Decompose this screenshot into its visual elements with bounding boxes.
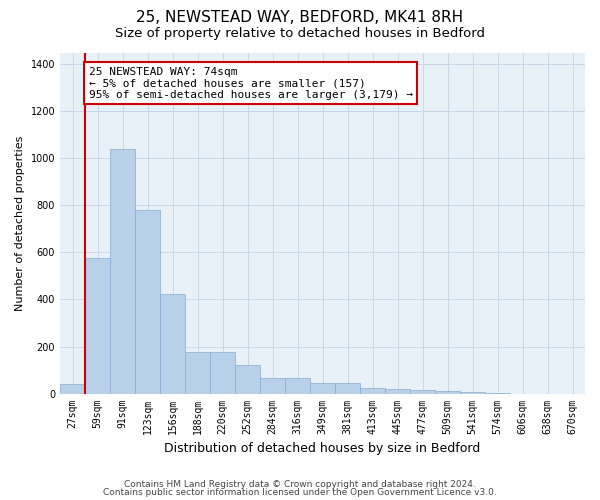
- Bar: [310, 383, 335, 394]
- Bar: [60, 384, 85, 394]
- Bar: [210, 352, 235, 394]
- Text: Size of property relative to detached houses in Bedford: Size of property relative to detached ho…: [115, 28, 485, 40]
- Bar: [460, 392, 485, 394]
- Bar: [235, 366, 260, 394]
- Bar: [110, 149, 135, 394]
- Bar: [285, 378, 310, 394]
- Bar: [435, 391, 460, 394]
- Text: Contains HM Land Registry data © Crown copyright and database right 2024.: Contains HM Land Registry data © Crown c…: [124, 480, 476, 489]
- Bar: [185, 352, 210, 394]
- Bar: [360, 388, 385, 394]
- Text: 25, NEWSTEAD WAY, BEDFORD, MK41 8RH: 25, NEWSTEAD WAY, BEDFORD, MK41 8RH: [136, 10, 464, 25]
- Text: Contains public sector information licensed under the Open Government Licence v3: Contains public sector information licen…: [103, 488, 497, 497]
- Bar: [335, 383, 360, 394]
- Bar: [85, 258, 110, 394]
- Bar: [260, 378, 285, 394]
- Text: 25 NEWSTEAD WAY: 74sqm
← 5% of detached houses are smaller (157)
95% of semi-det: 25 NEWSTEAD WAY: 74sqm ← 5% of detached …: [89, 66, 413, 100]
- Bar: [160, 294, 185, 394]
- Bar: [385, 389, 410, 394]
- X-axis label: Distribution of detached houses by size in Bedford: Distribution of detached houses by size …: [164, 442, 481, 455]
- Y-axis label: Number of detached properties: Number of detached properties: [15, 136, 25, 310]
- Bar: [410, 390, 435, 394]
- Bar: [135, 210, 160, 394]
